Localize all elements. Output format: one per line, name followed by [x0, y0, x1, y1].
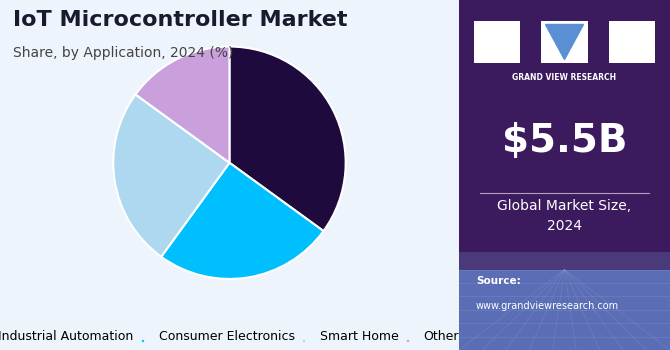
- FancyBboxPatch shape: [541, 21, 588, 63]
- Text: $5.5B: $5.5B: [502, 122, 627, 161]
- FancyBboxPatch shape: [609, 21, 655, 63]
- Text: Source:: Source:: [476, 276, 521, 287]
- FancyBboxPatch shape: [459, 270, 670, 350]
- Wedge shape: [161, 163, 324, 279]
- Text: Global Market Size,
2024: Global Market Size, 2024: [497, 199, 632, 233]
- Legend: Industrial Automation, Consumer Electronics, Smart Home, Others: Industrial Automation, Consumer Electron…: [0, 325, 470, 348]
- Wedge shape: [113, 94, 229, 257]
- Text: www.grandviewresearch.com: www.grandviewresearch.com: [476, 301, 619, 311]
- Wedge shape: [135, 47, 230, 163]
- Text: IoT Microcontroller Market: IoT Microcontroller Market: [13, 10, 348, 30]
- Wedge shape: [229, 47, 346, 231]
- FancyBboxPatch shape: [459, 0, 670, 350]
- Text: GRAND VIEW RESEARCH: GRAND VIEW RESEARCH: [513, 74, 616, 83]
- FancyBboxPatch shape: [459, 252, 670, 270]
- FancyBboxPatch shape: [474, 21, 520, 63]
- Polygon shape: [545, 25, 584, 60]
- Text: Share, by Application, 2024 (%): Share, by Application, 2024 (%): [13, 46, 234, 60]
